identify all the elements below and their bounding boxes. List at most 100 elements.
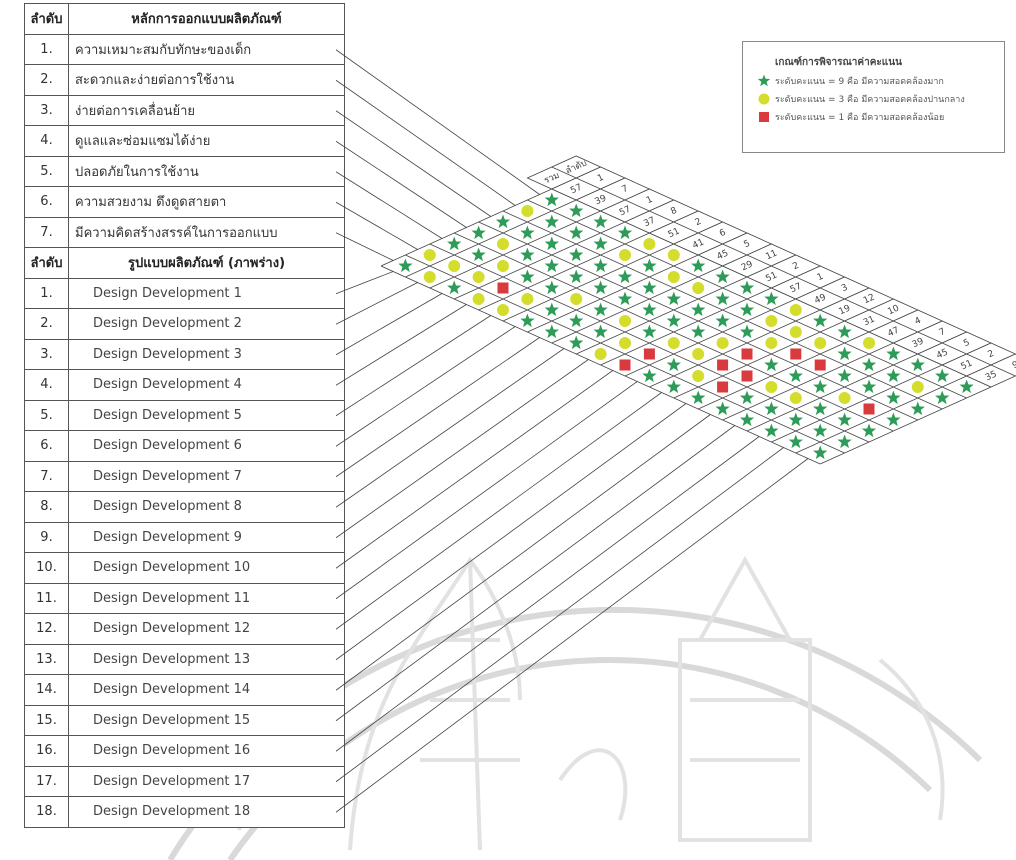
design-row: 12. Design Development 12 [24, 613, 345, 645]
sum-rank-strip: รวมลำดับ57139757137851241645529115125714… [526, 155, 1016, 388]
sum-cell-rank: 11 [764, 249, 779, 263]
sum-cell-rank: 1 [596, 173, 605, 184]
design-connector [335, 326, 516, 447]
strong-relation-star [691, 390, 706, 405]
grid-line [405, 199, 577, 278]
sum-cell-total: 35 [984, 370, 999, 384]
grid-line [698, 232, 723, 245]
design-row: 18. Design Development 18 [24, 796, 345, 828]
sum-cell-rank: 8 [669, 206, 679, 218]
medium-relation-circle [497, 238, 509, 250]
sum-cell-total: 51 [764, 271, 779, 285]
grid-line [624, 199, 650, 212]
medium-relation-circle [789, 392, 802, 404]
design-connector [335, 348, 565, 508]
design-row: 1. Design Development 1 [24, 277, 345, 309]
medium-relation-circle [619, 315, 631, 327]
grid-line [527, 254, 699, 333]
grid-line [795, 276, 821, 289]
grid-line [990, 364, 1016, 377]
row-number: ลำดับ [24, 247, 69, 279]
sum-cell-rank: 2 [987, 349, 996, 360]
relationship-symbols [398, 192, 974, 460]
strong-relation-star [886, 368, 901, 383]
strong-relation-star [861, 423, 877, 438]
grid-line [820, 386, 992, 465]
strong-relation-star [569, 225, 584, 240]
design-row: 17. Design Development 17 [24, 765, 345, 797]
strong-relation-star [617, 269, 633, 284]
medium-relation-circle [497, 260, 509, 272]
grid-line [673, 221, 699, 234]
row-number: ลำดับ [24, 3, 69, 35]
principle-row: 5. ปลอดภัยในการใช้งาน [24, 155, 345, 187]
sum-cell-total: 37 [642, 216, 657, 230]
legend-item-medium: ระดับคะแนน = 3 คือ มีความสอดคล้องปานกลาง [757, 92, 996, 106]
medium-relation-circle [448, 260, 461, 272]
strong-relation-star [544, 236, 559, 251]
strong-relation-star [935, 390, 950, 405]
grid-line [673, 320, 845, 399]
design-connector [335, 458, 809, 813]
grid-line [746, 254, 772, 267]
row-label: สะดวกและง่ายต่อการใช้งาน [68, 64, 345, 96]
design-row: 3. Design Development 3 [24, 338, 345, 370]
sum-cell-rank: 9 [1011, 360, 1016, 372]
design-row: 9. Design Development 9 [24, 521, 345, 553]
row-label: Design Development 16 [68, 735, 345, 767]
grid-line [576, 177, 601, 190]
row-label: Design Development 12 [68, 613, 345, 645]
strong-relation-star [886, 412, 901, 427]
grid-line [429, 210, 601, 289]
grid-line [551, 265, 723, 344]
row-label: ความเหมาะสมกับทักษะของเด็ก [68, 33, 345, 65]
strong-relation-star [642, 302, 657, 317]
legend-title: เกณฑ์การพิจารณาค่าคะแนน [775, 57, 902, 68]
grid-line [478, 221, 918, 421]
design-row: 10. Design Development 10 [24, 552, 345, 584]
strong-relation-star [544, 192, 559, 207]
medium-relation-circle [497, 304, 509, 316]
design-connector [335, 436, 760, 752]
grid-line [478, 232, 650, 311]
sum-cell-total: 39 [594, 193, 609, 207]
row-number: 4. [24, 369, 69, 401]
weak-relation-square [619, 359, 631, 371]
row-number: 3. [24, 94, 69, 126]
weak-relation-square [790, 348, 802, 360]
strong-relation-star [495, 214, 511, 229]
sum-cell-rank: 5 [962, 338, 971, 349]
medium-relation-circle [765, 337, 778, 349]
medium-relation-circle [667, 249, 680, 261]
grid-line [502, 210, 943, 410]
strong-relation-star [739, 280, 755, 295]
strong-relation-star [715, 313, 730, 328]
sum-cell-rank: 2 [791, 261, 800, 272]
row-label: Design Development 2 [68, 308, 345, 340]
sum-cell-rank: 1 [645, 195, 654, 206]
medium-relation-circle [667, 271, 680, 283]
square-icon [759, 112, 769, 122]
grid-line [624, 298, 796, 377]
strong-relation-star [520, 247, 535, 262]
row-label: Design Development 17 [68, 765, 345, 797]
design-row: 14. Design Development 14 [24, 674, 345, 706]
row-number: 12. [24, 613, 69, 645]
strong-relation-star [593, 302, 608, 317]
weak-relation-square [717, 359, 729, 371]
design-row: 7. Design Development 7 [24, 460, 345, 492]
strong-relation-star [813, 423, 828, 438]
legend-item-label: ระดับคะแนน = 3 คือ มีความสอดคล้องปานกลาง [775, 95, 965, 105]
weak-relation-square [741, 348, 753, 360]
row-label: Design Development 3 [68, 338, 345, 370]
grid-line [698, 331, 870, 410]
principle-connector [335, 201, 418, 250]
legend-item-label: ระดับคะแนน = 9 คือ มีความสอดคล้องมาก [775, 77, 944, 87]
design-connector [335, 337, 540, 478]
principle-row: 7. มีความคิดสร้างสรรค์ในการออกแบบ [24, 216, 345, 248]
strong-relation-star [764, 357, 779, 372]
strong-relation-star [593, 324, 608, 339]
row-label: ปลอดภัยในการใช้งาน [68, 155, 345, 187]
sum-cell-total: 51 [960, 359, 975, 373]
